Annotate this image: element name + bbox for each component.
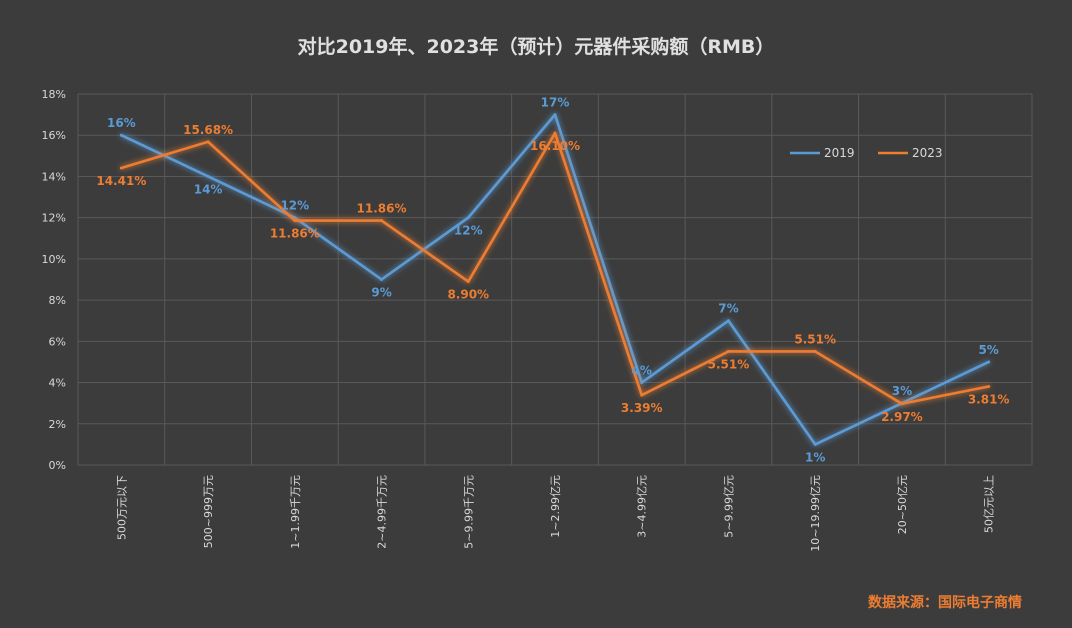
data-label-2019: 5%	[978, 343, 998, 357]
data-label-2023: 2.97%	[881, 410, 923, 424]
data-point-2023	[380, 219, 384, 223]
data-point-2023	[553, 131, 557, 135]
x-tick-label: 2~4.99千万元	[376, 475, 389, 549]
y-tick-label: 4%	[49, 377, 66, 390]
data-label-2023: 16.10%	[530, 139, 580, 153]
data-point-2023	[813, 349, 817, 353]
data-point-2019	[987, 360, 991, 364]
x-tick-label: 5~9.99亿元	[722, 475, 735, 538]
y-tick-label: 18%	[42, 88, 66, 101]
source-note: 数据来源：国际电子商情	[868, 595, 1022, 611]
axis-layer: 0% 2% 4% 6% 8% 10% 12% 14% 16% 18% 500万元以下 500~999万…	[42, 88, 996, 552]
data-label-2023: 3.39%	[621, 401, 663, 415]
x-tick-label: 5~9.99千万元	[462, 475, 475, 549]
data-point-2019	[466, 216, 470, 220]
data-label-2023: 5.51%	[794, 332, 836, 346]
data-point-2023	[119, 166, 123, 170]
data-point-2019	[206, 174, 210, 178]
data-label-2019: 17%	[541, 96, 570, 110]
data-label-2023: 3.81%	[968, 392, 1010, 406]
y-tick-label: 16%	[42, 129, 66, 142]
data-label-2023: 15.68%	[183, 123, 233, 137]
data-point-2019	[726, 319, 730, 323]
data-point-2019	[813, 442, 817, 446]
data-label-2019: 9%	[371, 286, 391, 300]
data-point-2019	[553, 113, 557, 117]
y-tick-label: 2%	[49, 418, 66, 431]
x-tick-label: 1~2.99亿元	[549, 475, 562, 538]
data-label-2019: 1%	[805, 450, 825, 464]
data-label-2023: 5.51%	[708, 357, 750, 371]
legend: 2019 2023	[790, 146, 943, 160]
data-label-layer: 16% 14% 12% 9% 12% 17% 4% 7% 1% 3% 5% 14.41% 15.68% 1…	[96, 96, 1009, 465]
data-point-2019	[119, 133, 123, 137]
data-point-2023	[206, 140, 210, 144]
data-label-2023: 14.41%	[96, 174, 146, 188]
x-tick-label: 500~999万元	[202, 475, 215, 548]
y-tick-label: 6%	[49, 335, 66, 348]
data-point-2019	[640, 381, 644, 385]
data-label-2019: 14%	[194, 182, 223, 196]
x-tick-label: 20~50亿元	[896, 475, 909, 534]
data-point-2019	[380, 278, 384, 281]
series-layer	[119, 113, 991, 446]
x-tick-label: 10~19.99亿元	[809, 475, 822, 552]
y-tick-label: 12%	[42, 212, 66, 225]
data-label-2019: 7%	[718, 302, 738, 316]
legend-label-2019: 2019	[824, 146, 855, 160]
data-label-2023: 11.86%	[270, 227, 320, 241]
y-tick-label: 8%	[49, 294, 66, 307]
chart-title: 对比2019年、2023年（预计）元器件采购额（RMB）	[297, 36, 775, 58]
x-tick-label: 500万元以下	[115, 475, 128, 540]
data-label-2019: 12%	[280, 199, 309, 213]
data-label-2019: 12%	[454, 224, 483, 238]
data-label-2019: 16%	[107, 116, 136, 130]
data-label-2023: 11.86%	[357, 202, 407, 216]
data-point-2023	[640, 393, 644, 397]
legend-label-2023: 2023	[912, 146, 943, 160]
data-label-2023: 8.90%	[447, 288, 489, 302]
x-tick-label: 50亿元以上	[983, 475, 996, 533]
x-tick-label: 1~1.99千万元	[289, 475, 302, 549]
x-tick-label: 3~4.99亿元	[636, 475, 649, 538]
data-point-2023	[900, 402, 904, 406]
data-point-2023	[293, 219, 297, 223]
y-tick-label: 10%	[42, 253, 66, 266]
data-point-2023	[726, 349, 730, 353]
data-point-2023	[987, 384, 991, 388]
y-tick-label: 0%	[49, 459, 66, 472]
data-label-2019: 4%	[632, 364, 652, 378]
data-point-2023	[466, 280, 470, 284]
y-tick-label: 14%	[42, 170, 66, 183]
data-label-2019: 3%	[892, 384, 912, 398]
